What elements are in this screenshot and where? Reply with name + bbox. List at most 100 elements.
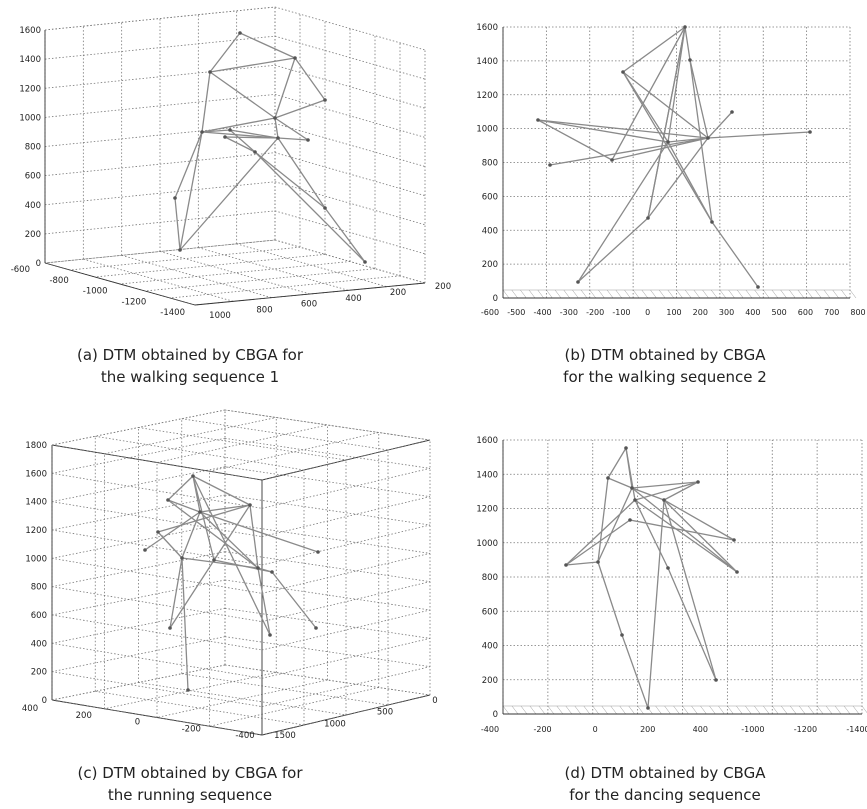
skeleton-joint bbox=[621, 70, 625, 74]
grid-line bbox=[261, 666, 431, 708]
z-tick-label: 1400 bbox=[25, 498, 47, 508]
z-tick-label: 200 bbox=[31, 668, 47, 678]
x-tick-label: -400 bbox=[533, 308, 551, 317]
skeleton-bone bbox=[629, 519, 735, 541]
skeleton-joint bbox=[633, 498, 637, 502]
caption-b-line2: for the walking sequence 2 bbox=[563, 368, 767, 386]
floor-mesh bbox=[511, 289, 518, 299]
skeleton-bone bbox=[611, 137, 709, 161]
skeleton-bone bbox=[271, 571, 317, 629]
floor-mesh bbox=[547, 705, 555, 715]
z-tick-label: 600 bbox=[482, 607, 498, 617]
grid-line bbox=[224, 409, 431, 441]
skeleton-bone bbox=[192, 475, 251, 506]
skeleton-bone bbox=[537, 119, 709, 139]
floor-mesh bbox=[806, 289, 813, 299]
skeleton-bone bbox=[209, 57, 296, 73]
grid-line bbox=[51, 529, 263, 566]
skeleton-joint bbox=[316, 550, 320, 554]
grid-line bbox=[51, 444, 263, 481]
panel-a-z-ticks: 0 200 400 600 800 1000 1200 1400 1600 bbox=[19, 26, 41, 269]
grid-line bbox=[51, 664, 226, 701]
skeleton-bone bbox=[167, 475, 194, 501]
grid-line bbox=[44, 152, 276, 177]
skeleton-bone bbox=[647, 499, 665, 709]
floor-mesh bbox=[632, 289, 640, 299]
x-tick-label: 200 bbox=[640, 725, 655, 734]
skeleton-bone bbox=[192, 475, 215, 561]
grid-line bbox=[261, 637, 431, 679]
floor-mesh bbox=[601, 705, 608, 715]
floor-mesh bbox=[700, 705, 707, 715]
caption-d-line1: (d) DTM obtained by CBGA bbox=[564, 764, 766, 782]
skeleton-joint bbox=[270, 570, 274, 574]
skeleton-joint bbox=[576, 280, 580, 284]
skeleton-joint bbox=[662, 498, 666, 502]
grid-line bbox=[224, 494, 431, 526]
floor-mesh bbox=[619, 705, 626, 715]
panel-d-x-ticks: -400 -200 0 200 400 -1000 -1200 -1400 bbox=[481, 725, 867, 734]
floor-mesh bbox=[502, 705, 510, 715]
skeleton-bone bbox=[201, 129, 231, 133]
skeleton-bone bbox=[667, 26, 686, 143]
skeleton-bone bbox=[229, 129, 279, 139]
x-tick-label: 0 bbox=[645, 308, 650, 317]
panel-b-skeleton bbox=[536, 25, 812, 289]
floor-mesh bbox=[565, 705, 573, 715]
skeleton-bone bbox=[274, 117, 309, 141]
skeleton-joint bbox=[323, 98, 327, 102]
floor-mesh bbox=[815, 289, 822, 299]
x-tick-label: -1400 bbox=[846, 725, 867, 734]
grid-line bbox=[224, 409, 431, 441]
grid-line bbox=[51, 437, 226, 474]
panel-c-grid bbox=[51, 409, 431, 736]
z-tick-label: 1600 bbox=[476, 436, 498, 446]
x-tick-label: 100 bbox=[666, 308, 681, 317]
x-tick-label: -1200 bbox=[794, 725, 817, 734]
grid-line bbox=[274, 6, 426, 51]
z-tick-label: 200 bbox=[482, 676, 498, 686]
z-tick-label: 200 bbox=[25, 230, 41, 240]
caption-c: (c) DTM obtained by CBGA for the running… bbox=[40, 762, 340, 806]
skeleton-bone bbox=[201, 131, 279, 139]
skeleton-bone bbox=[224, 136, 256, 153]
floor-mesh bbox=[702, 289, 709, 299]
x-tick-label: -1000 bbox=[83, 287, 108, 297]
skeleton-bone bbox=[209, 71, 276, 119]
skeleton-joint bbox=[808, 130, 812, 134]
x-tick-label: 0 bbox=[593, 725, 598, 734]
skeleton-bone bbox=[254, 151, 326, 209]
floor-mesh bbox=[823, 289, 831, 299]
grid-line bbox=[94, 253, 326, 278]
skeleton-bone bbox=[647, 137, 709, 219]
skeleton-joint bbox=[166, 498, 170, 502]
floor-mesh bbox=[737, 289, 744, 299]
y-tick-label: 500 bbox=[377, 708, 393, 718]
grid-line bbox=[274, 152, 426, 197]
x-tick-label: -600 bbox=[11, 265, 30, 275]
skeleton-bone bbox=[663, 499, 735, 541]
grid-line bbox=[44, 64, 276, 89]
skeleton-joint bbox=[238, 31, 242, 35]
floor-mesh bbox=[693, 289, 701, 299]
skeleton-bone bbox=[607, 447, 627, 479]
skeleton-bone bbox=[565, 519, 631, 566]
skeleton-bone bbox=[181, 511, 201, 559]
z-tick-label: 1600 bbox=[19, 26, 41, 36]
caption-c-line1: (c) DTM obtained by CBGA for bbox=[77, 764, 303, 782]
skeleton-bone bbox=[167, 499, 201, 513]
grid-line bbox=[224, 522, 431, 554]
panel-a-skeleton bbox=[173, 31, 367, 264]
floor-mesh bbox=[673, 705, 680, 715]
panel-a-y-ticks: 1000 800 600 400 200 200 bbox=[209, 282, 451, 321]
grid-line bbox=[261, 439, 431, 481]
skeleton-bone bbox=[213, 559, 273, 573]
panel-c-z-ticks: 0 200 400 600 800 1000 1200 1400 1600 1800 bbox=[25, 441, 47, 706]
floor-mesh bbox=[682, 705, 689, 715]
skeleton-joint bbox=[253, 150, 257, 154]
skeleton-bone bbox=[707, 131, 811, 139]
panel-d-z-ticks: 0 200 400 600 800 1000 1200 1400 1600 bbox=[476, 436, 498, 720]
floor-mesh bbox=[610, 705, 617, 715]
skeleton-joint bbox=[610, 158, 614, 162]
